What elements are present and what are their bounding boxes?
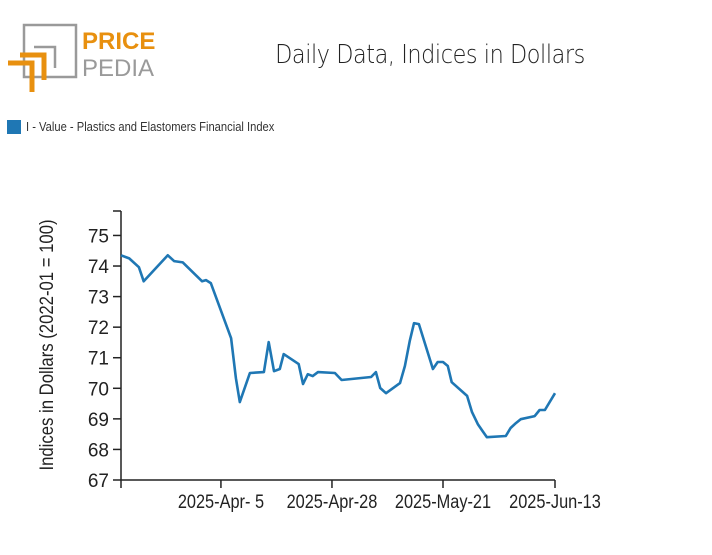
y-tick-label: 69 [88, 410, 109, 431]
x-tick-label: 2025-Apr- 5 [178, 491, 264, 512]
pricepedia-logo: PRICE PEDIA [8, 23, 155, 92]
series-line-0 [120, 254, 557, 439]
y-tick-label: 70 [88, 379, 109, 400]
x-tick-label: 2025-Apr-28 [287, 491, 378, 512]
y-tick-label: 71 [88, 349, 109, 370]
y-tick-label: 73 [88, 288, 109, 309]
y-axis-label: Indices in Dollars (2022-01 = 100) [36, 219, 57, 470]
chart-title: Daily Data, Indices in Dollars [275, 40, 585, 70]
x-axis: 2025-Apr- 5 2025-Apr-28 2025-May-21 2025-Ju… [120, 479, 601, 512]
y-tick-label: 68 [88, 440, 109, 461]
logo-corner-gray [34, 45, 57, 68]
y-tick-label: 72 [88, 318, 109, 339]
x-tick-label: 2025-Jun-13 [509, 491, 601, 512]
logo-text-pedia: PEDIA [82, 55, 154, 82]
legend-swatch [7, 119, 21, 134]
logo-corner-orange-1 [8, 60, 35, 92]
x-tick-label: 2025-May-21 [395, 491, 491, 512]
y-axis: 67 68 69 70 71 72 73 74 75 [88, 210, 122, 492]
logo-square-outer [22, 23, 78, 79]
y-tick-label: 67 [88, 471, 109, 492]
legend-label: I - Value - Plastics and Elastomers Fina… [26, 119, 275, 134]
series-group [120, 254, 557, 439]
legend[interactable]: I - Value - Plastics and Elastomers Fina… [7, 119, 315, 134]
logo-text-price: PRICE [82, 28, 155, 55]
y-tick-label: 74 [88, 257, 110, 278]
logo-corner-orange-2 [20, 52, 47, 80]
y-tick-label: 75 [88, 226, 109, 247]
